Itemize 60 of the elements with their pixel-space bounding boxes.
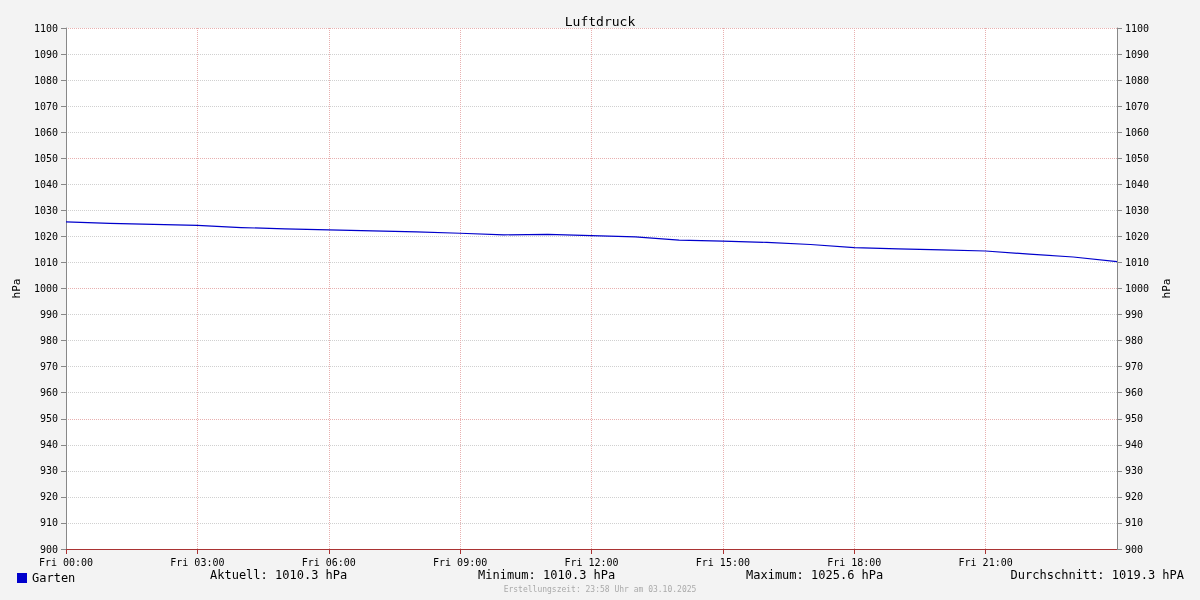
- x-tick-label: Fri 21:00: [958, 556, 1013, 568]
- y2-tick-label: 1090: [1125, 48, 1150, 60]
- y2-tick-label: 990: [1125, 309, 1144, 321]
- text: Aktuell: 1010.3 hPa: [210, 568, 348, 582]
- y2-tick-label: 950: [1125, 413, 1144, 425]
- legend-label: Garten: [32, 571, 76, 585]
- y-tick-label: 980: [39, 335, 58, 347]
- y2-tick-label: 1060: [1125, 126, 1150, 138]
- chart-title: Luftdruck: [564, 14, 636, 29]
- y2-tick-label: 1020: [1125, 230, 1150, 242]
- y-tick-label: 1080: [33, 74, 58, 86]
- y2-tick-label: 980: [1125, 335, 1144, 347]
- y2-tick-label: 920: [1125, 491, 1144, 503]
- y-tick-label: 920: [39, 491, 58, 503]
- y-axis-title: hPa: [10, 278, 23, 299]
- x-tick-label: Fri 15:00: [695, 556, 750, 568]
- y2-tick-label: 1010: [1125, 256, 1150, 268]
- y-tick-label: 910: [39, 517, 58, 529]
- y-tick-label: 1050: [33, 152, 58, 164]
- y2-tick-label: 900: [1125, 543, 1144, 555]
- y2-tick-label: 1080: [1125, 74, 1150, 86]
- y2-tick-label: 1000: [1125, 283, 1150, 294]
- y2-tick-label: 940: [1125, 439, 1144, 451]
- x-tick-label: Fri 09:00: [433, 556, 488, 568]
- text: Durchschnitt: 1019.3 hPA: [1010, 568, 1185, 582]
- y-tick-label: 900: [39, 543, 58, 555]
- text: Maximum: 1025.6 hPa: [746, 568, 884, 582]
- y2-tick-label: 1040: [1125, 178, 1150, 190]
- x-tick-label: Fri 03:00: [170, 556, 225, 568]
- y2-tick-label: 1100: [1125, 22, 1150, 34]
- y-tick-label: 970: [39, 361, 58, 373]
- y2-tick-label: 910: [1125, 517, 1144, 529]
- y2-tick-label: 1030: [1125, 204, 1150, 216]
- y2-tick-label: 970: [1125, 361, 1144, 373]
- y2-axis-title: hPa: [1160, 278, 1173, 299]
- x-tick-label: Fri 06:00: [301, 556, 356, 568]
- line-series: [65, 221, 1118, 263]
- y-tick-label: 960: [39, 387, 58, 399]
- y-tick-label: 950: [39, 413, 58, 425]
- x-tick-label: Fri 18:00: [827, 556, 882, 568]
- text: Minimum: 1010.3 hPa: [478, 568, 616, 582]
- y-tick-label: 1040: [33, 178, 58, 190]
- x-tick-label: Fri 12:00: [564, 556, 619, 568]
- y-tick-label: 990: [39, 309, 58, 321]
- x-tick-label: Fri 00:00: [38, 556, 94, 568]
- y-tick-label: 1030: [33, 204, 58, 216]
- y2-tick-label: 930: [1125, 465, 1144, 477]
- y-tick-label: 930: [39, 465, 58, 477]
- y-tick-label: 1070: [33, 100, 58, 112]
- y-tick-label: 1020: [33, 230, 58, 242]
- y-tick-label: 1090: [33, 48, 58, 60]
- y2-tick-label: 1070: [1125, 100, 1150, 112]
- y-tick-label: 1000: [33, 283, 58, 294]
- y-tick-label: 940: [39, 439, 58, 451]
- y-tick-label: 1100: [33, 22, 58, 34]
- text: Erstellungszeit: 23:58 Uhr am 03.10.2025: [503, 584, 697, 594]
- y-tick-label: 1010: [33, 256, 58, 268]
- y-tick-label: 1060: [33, 126, 58, 138]
- y2-tick-label: 1050: [1125, 152, 1150, 164]
- y2-tick-label: 960: [1125, 387, 1144, 399]
